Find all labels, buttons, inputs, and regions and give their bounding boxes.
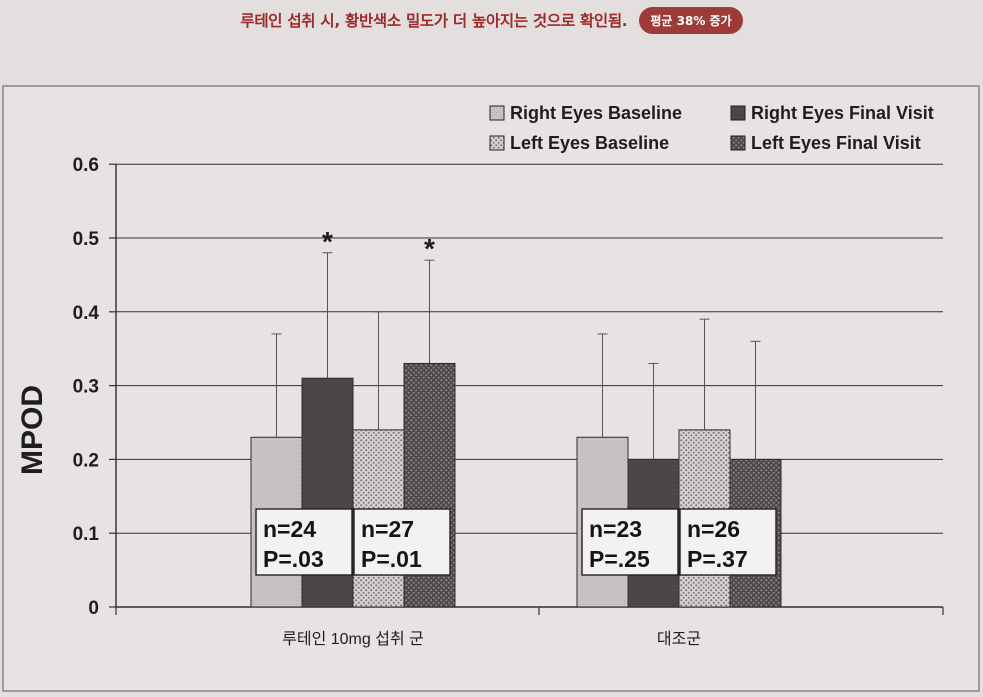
- legend-swatch-3: [730, 135, 746, 151]
- legend-swatch-2: [489, 135, 505, 151]
- legend-label: Right Eyes Baseline: [510, 103, 682, 123]
- y-tick-label: 0.2: [73, 450, 99, 471]
- annotation-p: P=.37: [687, 546, 748, 572]
- y-tick-label: 0: [88, 598, 99, 619]
- category-label: 대조군: [657, 630, 701, 648]
- y-axis-label: MPOD: [16, 385, 49, 475]
- legend-swatch-0: [489, 105, 505, 121]
- annotation-p: P=.25: [589, 546, 650, 572]
- annotation-n: n=27: [361, 516, 414, 542]
- significance-asterisk: *: [322, 226, 333, 257]
- significance-asterisk: *: [424, 233, 435, 264]
- increase-badge: 평균 38% 증가: [639, 6, 743, 34]
- annotation-box-2: [581, 508, 679, 576]
- y-tick-label: 0.6: [73, 155, 99, 176]
- annotation-box-0: [255, 508, 353, 576]
- y-tick-label: 0.3: [73, 377, 99, 398]
- mpod-bar-chart: 0.6 0.5 0.4 0.3 0.2 0.1 0 루테인 10mg 섭취 군 대조군 * * n=…: [2, 85, 980, 692]
- annotations: * * n=24 P=.03 n=27 P=.01 n=23 P=.25 n=26 P=.37: [255, 226, 777, 576]
- annotation-p: P=.03: [263, 546, 324, 572]
- figure-frame: [2, 85, 980, 692]
- annotation-n: n=23: [589, 516, 642, 542]
- legend-label: Right Eyes Final Visit: [751, 103, 934, 123]
- annotation-box-3: [679, 508, 777, 576]
- error-bars: [271, 252, 761, 460]
- legend-label: Left Eyes Baseline: [510, 133, 669, 153]
- legend-label: Left Eyes Final Visit: [751, 133, 921, 153]
- y-tick-label: 0.5: [73, 229, 100, 250]
- headline-text: 루테인 섭취 시, 황반색소 밀도가 더 높아지는 것으로 확인됨.: [240, 12, 628, 30]
- annotation-n: n=24: [263, 516, 316, 542]
- annotation-box-1: [353, 508, 451, 576]
- category-label: 루테인 10mg 섭취 군: [282, 630, 424, 648]
- y-tick-label: 0.1: [73, 524, 100, 545]
- legend: Right Eyes Baseline Right Eyes Final Visi…: [489, 103, 934, 153]
- legend-swatch-1: [730, 105, 746, 121]
- chart-figure: 0.6 0.5 0.4 0.3 0.2 0.1 0 루테인 10mg 섭취 군 대조군 * * n=…: [0, 84, 983, 693]
- headline: 루테인 섭취 시, 황반색소 밀도가 더 높아지는 것으로 확인됨. 평균 38…: [0, 6, 983, 34]
- y-tick-label: 0.4: [73, 303, 100, 324]
- annotation-p: P=.01: [361, 546, 422, 572]
- annotation-n: n=26: [687, 516, 740, 542]
